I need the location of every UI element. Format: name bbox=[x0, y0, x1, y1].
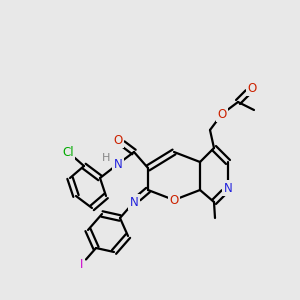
Text: O: O bbox=[218, 107, 226, 121]
Text: H: H bbox=[102, 153, 110, 163]
Text: I: I bbox=[80, 257, 84, 271]
Text: O: O bbox=[113, 134, 123, 146]
Text: N: N bbox=[224, 182, 232, 194]
Text: O: O bbox=[169, 194, 178, 206]
Text: N: N bbox=[130, 196, 138, 208]
Text: N: N bbox=[114, 158, 122, 170]
Text: O: O bbox=[248, 82, 256, 94]
Text: Cl: Cl bbox=[62, 146, 74, 158]
